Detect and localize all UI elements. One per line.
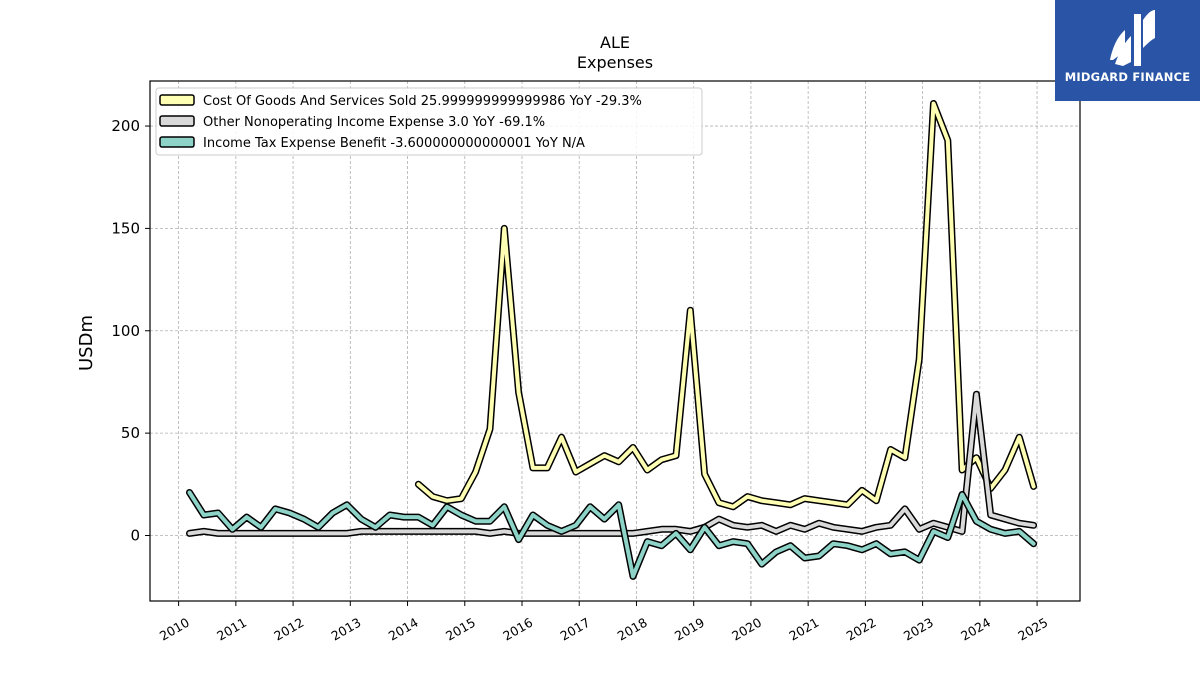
- legend-label-0: Cost Of Goods And Services Sold 25.99999…: [203, 94, 642, 109]
- y-tick-label: 100: [111, 322, 140, 340]
- legend-label-2: Income Tax Expense Benefit -3.6000000000…: [203, 136, 585, 151]
- legend-box: [155, 87, 703, 156]
- x-axis-ticks: 2010 2011 2012 2013 2014 2015 2016 2017 2018 2019…: [157, 601, 1050, 644]
- legend-swatch-1: [159, 115, 195, 127]
- legend-label-1: Other Nonoperating Income Expense 3.0 Yo…: [203, 115, 545, 130]
- x-tick-label: 2015: [443, 615, 478, 644]
- series-line-0: [416, 101, 1036, 509]
- y-tick-label: 200: [111, 117, 140, 135]
- x-tick-label: 2012: [271, 615, 306, 644]
- y-axis-ticks: 0 50 100 150 200: [111, 117, 150, 544]
- chart-title: ALE: [600, 33, 630, 52]
- x-tick-label: 2014: [386, 615, 421, 644]
- x-tick-label: 2017: [557, 615, 592, 644]
- logo-mark-icon: [1110, 10, 1155, 66]
- chart-subtitle: Expenses: [577, 53, 653, 72]
- logo-text: MIDGARD FINANCE: [1064, 70, 1191, 84]
- series-line-1: [187, 392, 1036, 536]
- y-tick-label: 0: [130, 526, 140, 544]
- x-tick-label: 2010: [157, 615, 192, 644]
- x-tick-label: 2023: [901, 615, 936, 644]
- series-lines: [186, 100, 1038, 580]
- y-tick-label: 50: [121, 424, 140, 442]
- legend: Cost Of Goods And Services Sold 25.99999…: [155, 87, 703, 156]
- series-line-2: [187, 490, 1036, 579]
- brand-logo: MIDGARD FINANCE: [1055, 0, 1200, 101]
- y-axis-label: USDm: [76, 315, 97, 371]
- x-tick-label: 2019: [672, 615, 707, 644]
- x-tick-label: 2022: [844, 615, 879, 644]
- legend-swatch-2: [159, 136, 195, 148]
- legend-swatch-0: [159, 94, 195, 106]
- x-tick-label: 2024: [958, 615, 993, 644]
- x-tick-label: 2025: [1015, 615, 1050, 644]
- x-tick-label: 2016: [500, 615, 535, 644]
- plot-frame: [149, 80, 1081, 602]
- x-tick-label: 2020: [729, 615, 764, 644]
- y-tick-label: 150: [111, 219, 140, 237]
- x-tick-label: 2013: [329, 615, 364, 644]
- x-tick-label: 2021: [786, 615, 821, 644]
- x-tick-label: 2018: [615, 615, 650, 644]
- x-tick-label: 2011: [214, 615, 249, 644]
